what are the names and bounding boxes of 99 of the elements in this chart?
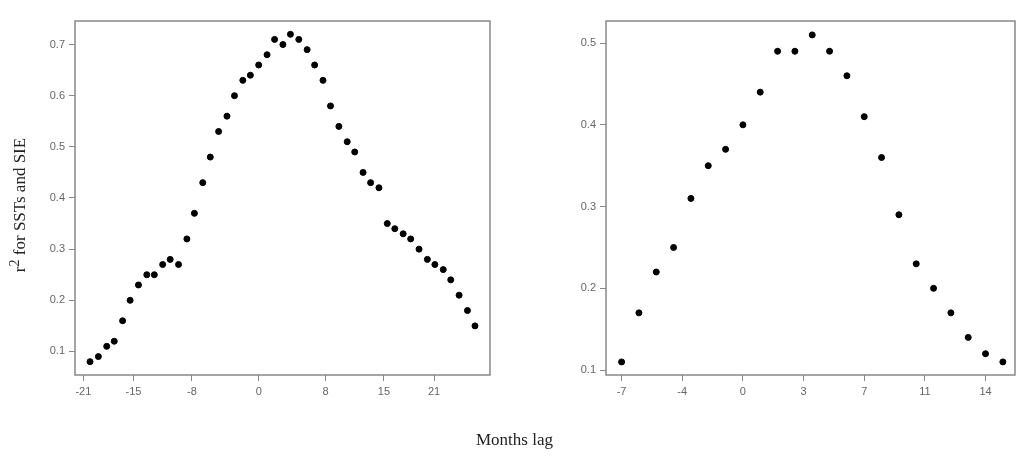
point <box>774 47 782 55</box>
x-tick-label: -7 <box>616 384 627 397</box>
point <box>119 317 127 325</box>
point <box>407 235 415 243</box>
y-tick-label: 0.6 <box>49 88 65 101</box>
point <box>86 358 94 366</box>
point <box>791 47 799 55</box>
point <box>103 342 111 350</box>
point <box>343 138 351 146</box>
y-tick-label: 0.4 <box>580 117 596 130</box>
x-tick-label: -8 <box>187 384 197 397</box>
point <box>303 46 311 54</box>
point <box>415 245 423 253</box>
point <box>255 61 263 69</box>
x-tick-label: 21 <box>427 384 441 397</box>
point <box>150 271 158 279</box>
y-tick-label: 0.5 <box>580 36 596 49</box>
point <box>367 179 375 187</box>
point <box>439 266 447 274</box>
point <box>271 35 279 43</box>
point <box>126 296 134 304</box>
x-axis-title: Months lag <box>475 430 554 450</box>
point <box>351 148 359 156</box>
point <box>359 168 367 176</box>
point <box>375 184 383 192</box>
point <box>635 309 643 317</box>
y-tick-label: 0.1 <box>580 363 596 376</box>
x-tick-label: 14 <box>979 384 992 397</box>
point <box>964 333 972 341</box>
point <box>230 92 238 100</box>
point <box>878 154 886 162</box>
point <box>826 47 834 55</box>
point <box>423 255 431 263</box>
point <box>912 260 920 268</box>
y-tick-label: 0.2 <box>49 293 65 306</box>
point <box>704 162 712 170</box>
point <box>175 261 183 268</box>
x-tick-label: -4 <box>677 384 688 397</box>
y-tick-label: 0.1 <box>49 344 65 357</box>
point <box>652 268 660 276</box>
point <box>618 358 626 366</box>
point <box>206 153 214 161</box>
y-tick-label: 0.4 <box>49 191 65 204</box>
point <box>471 322 479 330</box>
point <box>311 61 319 69</box>
point <box>286 30 294 38</box>
point <box>215 128 223 135</box>
point <box>383 220 391 228</box>
point <box>159 261 167 268</box>
point <box>843 72 851 80</box>
point <box>391 225 399 233</box>
point <box>199 179 207 187</box>
point <box>463 307 471 315</box>
point <box>94 353 102 361</box>
x-tick-label: 11 <box>919 384 931 397</box>
x-tick-label: -15 <box>125 384 142 397</box>
point <box>295 35 303 43</box>
point <box>808 31 816 39</box>
x-tick-label: 3 <box>800 384 807 397</box>
point <box>143 271 151 279</box>
x-tick-label: -21 <box>75 384 92 397</box>
point <box>860 113 868 121</box>
point <box>263 51 271 59</box>
point <box>183 235 191 243</box>
point <box>687 194 695 202</box>
point <box>246 71 254 79</box>
y-tick-label: 0.2 <box>580 281 596 294</box>
point <box>930 284 938 292</box>
y-tick-label: 0.5 <box>49 139 65 152</box>
point <box>999 358 1007 366</box>
point <box>947 309 955 317</box>
point <box>223 112 231 120</box>
point <box>895 211 903 219</box>
point <box>670 243 678 251</box>
point <box>756 88 764 96</box>
point <box>739 121 747 129</box>
x-tick-label: 7 <box>861 384 868 397</box>
point <box>166 255 174 263</box>
y-tick-label: 0.7 <box>49 37 65 50</box>
point <box>110 337 118 345</box>
point <box>327 102 335 110</box>
point <box>190 209 198 217</box>
y-tick-label: 0.3 <box>49 242 65 255</box>
x-tick-label: 0 <box>739 384 746 397</box>
y-tick-label: 0.3 <box>580 199 596 212</box>
point <box>319 76 327 84</box>
point <box>279 41 287 49</box>
x-tick-label: 15 <box>377 384 391 397</box>
point <box>431 261 439 268</box>
point <box>982 350 990 358</box>
point <box>239 76 247 84</box>
point <box>447 276 455 284</box>
point <box>399 230 407 238</box>
point <box>455 291 463 299</box>
point <box>134 281 142 289</box>
point <box>722 145 730 153</box>
point <box>335 122 343 130</box>
x-tick-label: 0 <box>255 384 262 397</box>
x-tick-label: 8 <box>322 384 329 397</box>
